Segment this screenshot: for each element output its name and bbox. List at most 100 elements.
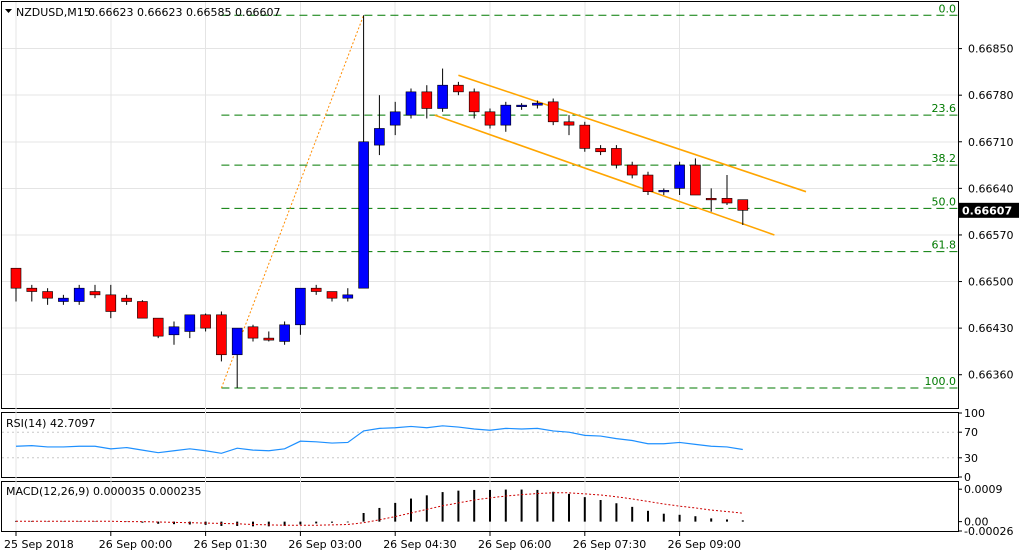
candle-body <box>500 104 512 126</box>
rsi-tick-label: 70 <box>964 426 978 439</box>
ohlc-readout: 0.66623 0.66623 0.66585 0.66607 <box>88 6 280 19</box>
macd-tick-label: -0.00026 <box>964 525 1013 538</box>
time-tick-label: 26 Sep 06:00 <box>478 538 551 551</box>
macd-title: MACD(12,26,9) 0.000035 0.000235 <box>6 485 202 498</box>
candle-body <box>484 111 496 126</box>
price-tick-label: 0.66850 <box>968 43 1014 56</box>
price-tick-label: 0.66640 <box>968 182 1014 195</box>
current-price-marker: 0.66607 <box>959 202 1019 218</box>
rsi-pane <box>1 412 959 478</box>
candle-body <box>58 297 69 302</box>
time-tick-label: 26 Sep 00:00 <box>99 538 172 551</box>
candle-body <box>658 190 670 193</box>
candle-body <box>547 101 559 123</box>
rsi-series <box>2 425 958 459</box>
candle-body <box>516 104 527 107</box>
candle-body <box>89 291 101 296</box>
candle-body <box>611 148 622 166</box>
price-tick-label: 0.66570 <box>968 229 1014 242</box>
candle-body <box>184 314 196 332</box>
candle-body <box>374 128 385 146</box>
macd-pane <box>1 481 959 532</box>
candle-body <box>137 301 148 319</box>
candle-body <box>389 111 401 126</box>
candle-body <box>358 141 369 289</box>
channel-upper-line <box>458 74 807 193</box>
macd-series <box>15 489 744 527</box>
dropdown-arrow-icon[interactable] <box>5 9 12 13</box>
candle-body <box>595 148 606 153</box>
price-tick-label: 0.66360 <box>968 369 1014 382</box>
time-tick-label: 26 Sep 01:30 <box>194 538 267 551</box>
macd-signal-line <box>16 492 743 526</box>
current-price-label: 0.66607 <box>962 204 1012 217</box>
candle-body <box>26 287 38 292</box>
price-tick-label: 0.66500 <box>968 276 1014 289</box>
rsi-title: RSI(14) 42.7097 <box>6 417 95 430</box>
rsi-tick-label: 0 <box>964 471 971 484</box>
price-tick-label: 0.66710 <box>968 136 1014 149</box>
candle-body <box>453 84 464 93</box>
candle-body <box>721 198 733 204</box>
candle-body <box>690 164 701 196</box>
price-pane <box>1 1 959 409</box>
candle-body <box>705 198 717 201</box>
candle-body <box>73 287 85 302</box>
candle-body <box>563 121 575 126</box>
macd-tick-label: 0.0009 <box>964 483 1003 496</box>
descending-channel <box>434 74 807 236</box>
candle-body <box>42 291 53 299</box>
candle-body <box>579 124 591 149</box>
fibonacci-levels: 0.0 23.6 38.2 50.0 61.8 100.0 <box>220 2 958 389</box>
fib-level-label: 50.0 <box>932 195 957 208</box>
candle-body <box>10 267 22 289</box>
candle-body <box>642 174 654 192</box>
candle-body <box>532 102 543 106</box>
candle-body <box>674 164 685 189</box>
candle-body <box>295 287 306 326</box>
time-tick-label: 25 Sep 2018 <box>4 538 74 551</box>
candle-body <box>421 91 433 109</box>
candle-body <box>200 314 211 329</box>
candle-body <box>437 84 448 109</box>
channel-lower-line <box>434 114 775 236</box>
candle-body <box>105 294 117 312</box>
y-axis: 0.66850 0.66780 0.66710 0.66640 0.66570 0.665… <box>958 43 1014 538</box>
time-tick-label: 26 Sep 07:30 <box>573 538 646 551</box>
time-tick-label: 26 Sep 03:00 <box>288 538 361 551</box>
fib-level-label: 61.8 <box>932 239 957 252</box>
price-tick-label: 0.66430 <box>968 322 1014 335</box>
candle-body <box>737 199 749 211</box>
fib-level-label: 100.0 <box>925 375 957 388</box>
candle-body <box>216 314 227 356</box>
time-tick-label: 26 Sep 04:30 <box>383 538 456 551</box>
candle-body <box>231 327 243 356</box>
candle-body <box>468 91 480 113</box>
price-tick-label: 0.66780 <box>968 89 1014 102</box>
candle-body <box>342 294 354 299</box>
candle-body <box>279 324 290 342</box>
candles <box>10 15 749 389</box>
grid <box>2 2 958 531</box>
candle-body <box>326 291 338 299</box>
candle-body <box>405 91 417 116</box>
candle-body <box>121 297 132 302</box>
candle-body <box>247 326 259 339</box>
symbol-label: NZDUSD,M15 <box>16 6 91 19</box>
time-tick-label: 26 Sep 09:00 <box>668 538 741 551</box>
fib-level-label: 23.6 <box>932 102 957 115</box>
candle-body <box>168 326 180 336</box>
candle-body <box>310 287 322 292</box>
rsi-tick-label: 30 <box>964 452 978 465</box>
x-axis: 25 Sep 2018 26 Sep 00:00 26 Sep 01:30 26 Se… <box>4 531 741 551</box>
macd-tick-label: 0.00 <box>964 516 989 529</box>
fib-swing-line <box>220 15 365 389</box>
candle-body <box>263 337 275 341</box>
rsi-tick-label: 100 <box>964 407 985 420</box>
fib-level-label: 38.2 <box>932 152 957 165</box>
candle-body <box>152 317 164 337</box>
rsi-line <box>15 425 743 454</box>
candle-body <box>626 164 638 176</box>
fib-level-label: 0.0 <box>939 2 957 15</box>
